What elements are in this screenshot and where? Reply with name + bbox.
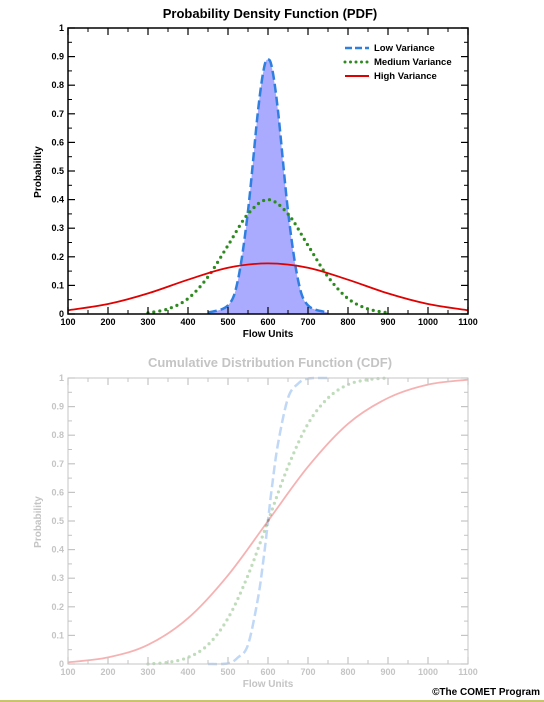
series-line-dashed <box>207 376 329 666</box>
y-tick-label: 0.6 <box>51 487 64 497</box>
y-tick-label: 0.8 <box>51 80 64 90</box>
series-line-dotted <box>146 197 390 315</box>
legend-label-low: Low Variance <box>374 43 435 54</box>
x-tick-label: 700 <box>300 317 315 327</box>
y-tick-label: 0.5 <box>51 516 64 526</box>
y-tick-label: 1 <box>59 373 64 383</box>
cdf-title: Cumulative Distribution Function (CDF) <box>148 355 392 370</box>
x-tick-label: 900 <box>380 317 395 327</box>
x-tick-label: 100 <box>60 317 75 327</box>
x-tick-label: 1100 <box>458 667 478 677</box>
cdf-y-axis-label: Probability <box>33 496 44 548</box>
legend-label-medium: Medium Variance <box>374 57 452 68</box>
y-tick-label: 0.3 <box>51 573 64 583</box>
x-tick-label: 300 <box>140 667 155 677</box>
pdf-y-axis-label: Probability <box>33 146 44 198</box>
legend-label-high: High Variance <box>374 71 437 82</box>
pdf-legend: Low Variance Medium Variance High Varian… <box>343 43 452 82</box>
low-variance-fill <box>208 59 328 314</box>
x-tick-label: 1000 <box>418 317 438 327</box>
pdf-title: Probability Density Function (PDF) <box>163 6 378 21</box>
x-tick-label: 100 <box>60 667 75 677</box>
pdf-plot-area: 100 200 300 400 500 600 700 800 900 1000 1100 0 0.1 0… <box>51 23 477 327</box>
x-tick-label: 1000 <box>418 667 438 677</box>
cdf-plot-area: 100 200 300 400 500 600 700 800 900 1000 1100 0 0.1 0… <box>51 373 477 677</box>
x-tick-label: 500 <box>220 667 235 677</box>
y-tick-label: 0.2 <box>51 252 64 262</box>
x-tick-label: 200 <box>100 667 115 677</box>
series-line-solid <box>67 378 469 664</box>
y-tick-label: 0.5 <box>51 166 64 176</box>
x-tick-label: 800 <box>340 317 355 327</box>
y-tick-label: 0.4 <box>51 195 64 205</box>
y-tick-label: 0.6 <box>51 137 64 147</box>
y-tick-label: 0.8 <box>51 430 64 440</box>
y-tick-label: 0.7 <box>51 109 64 119</box>
x-tick-label: 400 <box>180 667 195 677</box>
y-tick-label: 0.7 <box>51 459 64 469</box>
y-tick-label: 1 <box>59 23 64 33</box>
pdf-x-axis-label: Flow Units <box>243 329 294 340</box>
y-tick-label: 0.1 <box>51 630 64 640</box>
x-tick-label: 700 <box>300 667 315 677</box>
x-tick-label: 500 <box>220 317 235 327</box>
y-tick-label: 0.1 <box>51 280 64 290</box>
y-tick-label: 0 <box>59 659 64 669</box>
x-tick-label: 1100 <box>458 317 478 327</box>
y-tick-label: 0.9 <box>51 402 64 412</box>
x-tick-label: 200 <box>100 317 115 327</box>
copyright-credit: ©The COMET Program <box>432 687 540 698</box>
pdf-chart: Probability Density Function (PDF) 100 20… <box>33 6 478 340</box>
x-tick-label: 600 <box>260 317 275 327</box>
x-tick-label: 900 <box>380 667 395 677</box>
bottom-divider <box>0 700 544 702</box>
series-line-dashed <box>207 58 329 314</box>
y-tick-label: 0.9 <box>51 52 64 62</box>
y-tick-label: 0.3 <box>51 223 64 233</box>
y-tick-label: 0.2 <box>51 602 64 612</box>
series-line-solid <box>67 262 469 312</box>
x-tick-label: 600 <box>260 667 275 677</box>
y-tick-label: 0 <box>59 309 64 319</box>
x-tick-label: 800 <box>340 667 355 677</box>
cdf-chart: Cumulative Distribution Function (CDF) 1… <box>33 355 478 690</box>
y-tick-label: 0.4 <box>51 545 64 555</box>
x-tick-label: 300 <box>140 317 155 327</box>
x-tick-label: 400 <box>180 317 195 327</box>
cdf-x-axis-label: Flow Units <box>243 679 294 690</box>
